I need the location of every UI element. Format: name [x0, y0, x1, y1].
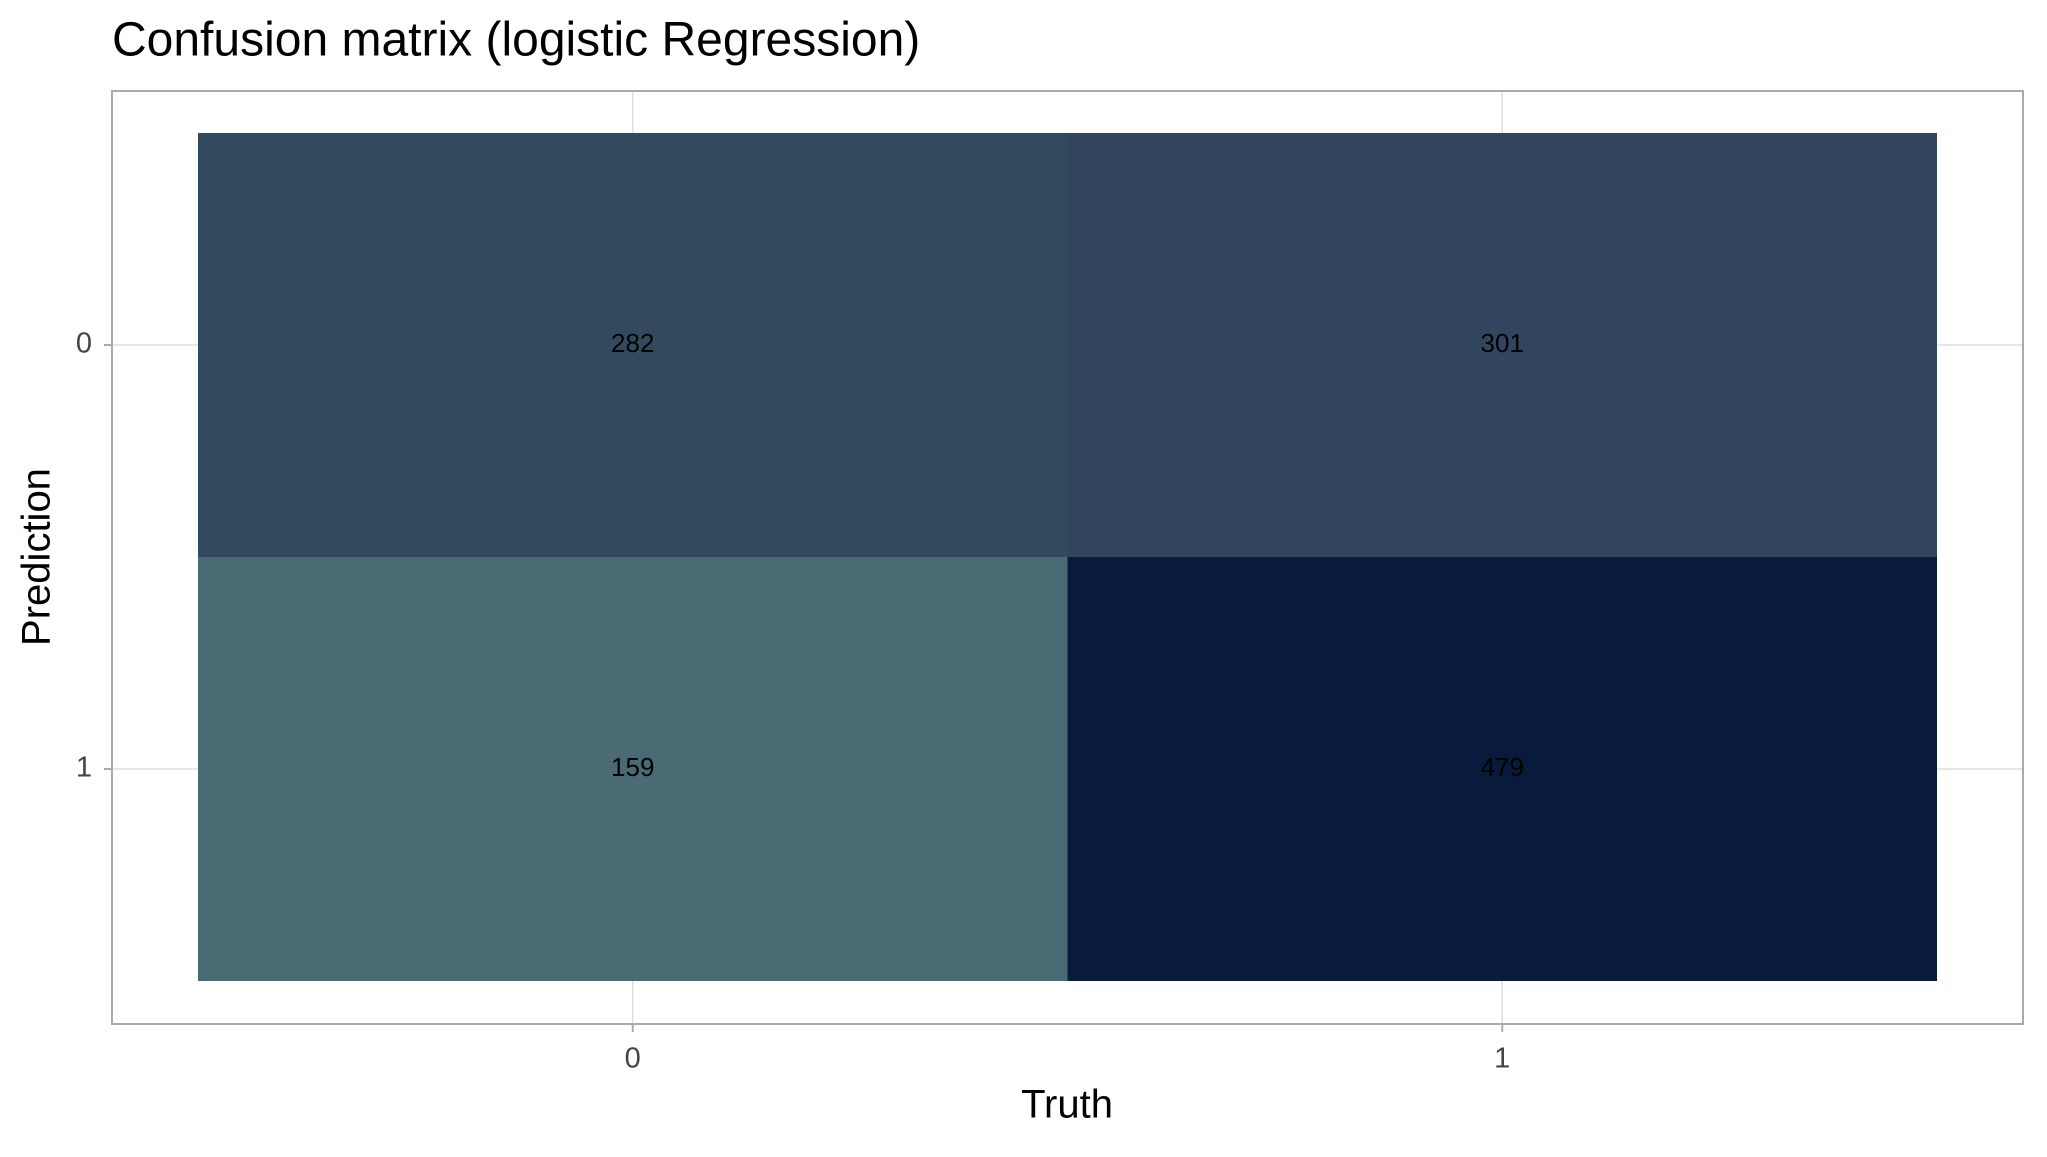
panel-border — [111, 90, 2024, 1025]
cell-label: 282 — [611, 328, 654, 358]
cell-label: 159 — [611, 752, 654, 782]
y-axis-title: Prediction — [15, 468, 59, 646]
x-tick-label: 0 — [625, 1043, 641, 1075]
y-tick-label: 0 — [76, 328, 92, 360]
heatmap-cell — [198, 133, 1068, 557]
chart-title: Confusion matrix (logistic Regression) — [112, 14, 920, 67]
x-tick-label: 1 — [1494, 1043, 1510, 1075]
heatmap-cell — [1067, 133, 1937, 557]
y-tick-label: 1 — [76, 752, 92, 784]
x-axis-title: Truth — [1021, 1083, 1113, 1127]
cell-label: 301 — [1481, 328, 1524, 358]
cell-label: 479 — [1481, 752, 1524, 782]
heatmap-cell — [198, 557, 1068, 981]
heatmap-cell — [1067, 557, 1937, 981]
